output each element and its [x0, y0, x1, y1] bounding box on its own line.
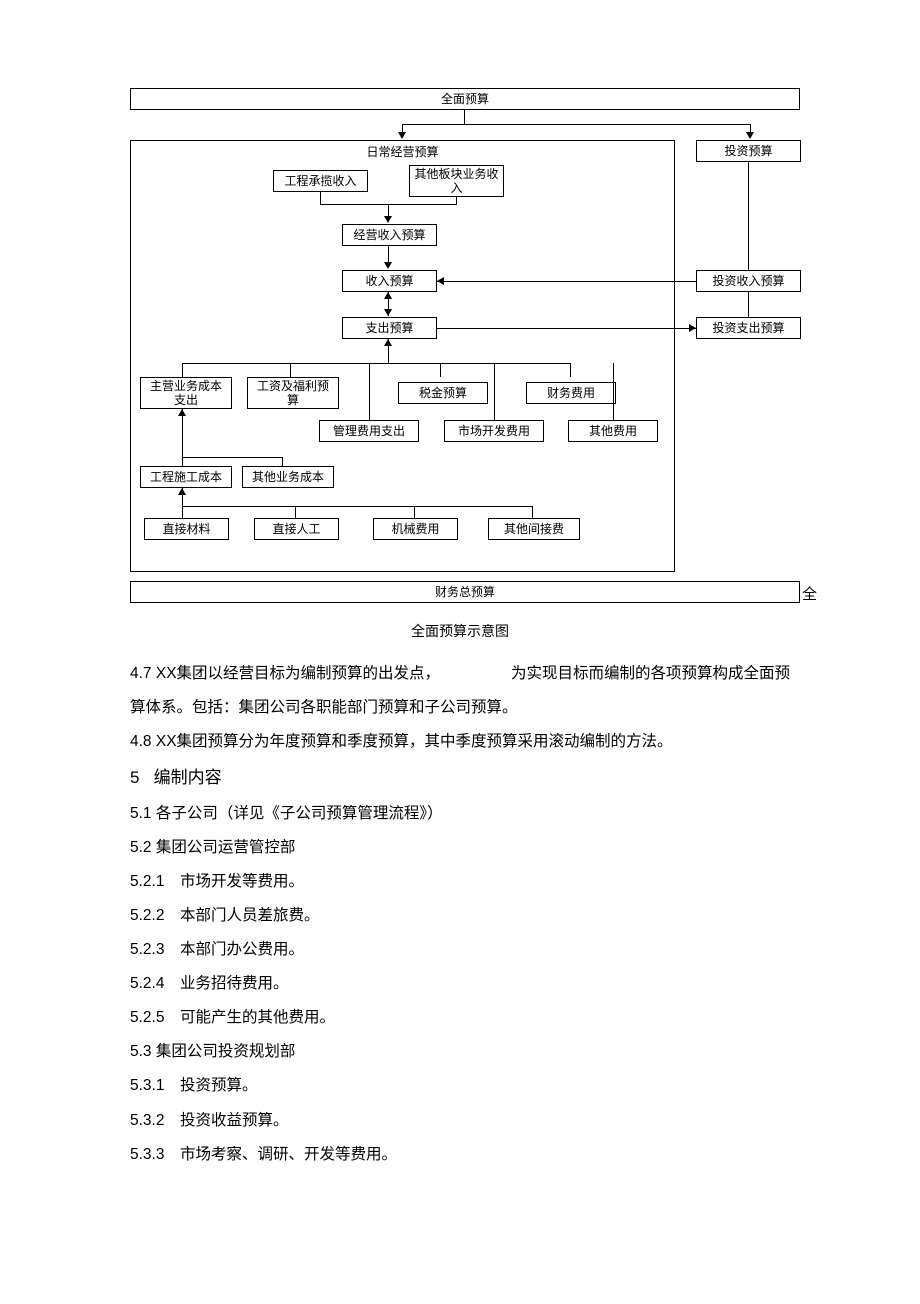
p47b: 为实现目标而编制的各项预算构成全面预: [511, 657, 790, 691]
node-tax: 税金预算: [398, 382, 488, 404]
node-other-income: 其他板块业务收入: [409, 165, 504, 197]
node-labor: 直接人工: [254, 518, 339, 540]
node-top: 全面预算: [130, 88, 800, 110]
node-proj-income: 工程承揽收入: [273, 170, 368, 192]
node-market-fee: 市场开发费用: [444, 420, 544, 442]
node-fin-total: 财务总预算: [130, 581, 800, 603]
p525: 5.2.5 可能产生的其他费用。: [130, 1001, 790, 1035]
node-oper-income: 经营收入预算: [342, 224, 437, 246]
p522: 5.2.2 本部门人员差旅费。: [130, 899, 790, 933]
node-invest-income: 投资收入预算: [696, 270, 801, 292]
p47c: 算体系。包括：集团公司各职能部门预算和子公司预算。: [130, 691, 790, 725]
p47a: 4.7 XX集团以经营目标为编制预算的出发点，: [130, 657, 440, 691]
node-mech: 机械费用: [373, 518, 458, 540]
node-salary: 工资及福利预算: [247, 377, 339, 409]
p521: 5.2.1 市场开发等费用。: [130, 865, 790, 899]
h5-txt: 编制内容: [154, 768, 222, 787]
node-income-budget: 收入预算: [342, 270, 437, 292]
body-text: 4.7 XX集团以经营目标为编制预算的出发点， 为实现目标而编制的各项预算构成全…: [130, 657, 790, 1172]
side-char: 全: [802, 583, 817, 604]
node-main-cost: 主营业务成本支出: [140, 377, 232, 409]
node-invest-expense: 投资支出预算: [696, 317, 801, 339]
h5-num: 5: [130, 768, 139, 787]
p531: 5.3.1 投资预算。: [130, 1069, 790, 1103]
p48: 4.8 XX集团预算分为年度预算和季度预算，其中季度预算采用滚动编制的方法。: [130, 725, 790, 759]
p532: 5.3.2 投资收益预算。: [130, 1104, 790, 1138]
node-other-biz-cost: 其他业务成本: [242, 466, 334, 488]
p523: 5.2.3 本部门办公费用。: [130, 933, 790, 967]
node-other-fee: 其他费用: [568, 420, 658, 442]
node-indirect: 其他间接费: [488, 518, 580, 540]
p53: 5.3 集团公司投资规划部: [130, 1035, 790, 1069]
node-proj-cost: 工程施工成本: [140, 466, 232, 488]
diagram-caption: 全面预算示意图: [130, 621, 790, 641]
node-invest: 投资预算: [696, 140, 801, 162]
budget-flowchart: 全面预算 日常经营预算 投资预算 工程承揽收入 其他板块业务收入 经营收入预算 …: [130, 88, 814, 603]
p51: 5.1 各子公司（详见《子公司预算管理流程》）: [130, 797, 790, 831]
node-fin-fee: 财务费用: [526, 382, 616, 404]
node-expense-budget: 支出预算: [342, 317, 437, 339]
node-daily-label: 日常经营预算: [130, 143, 675, 160]
p52: 5.2 集团公司运营管控部: [130, 831, 790, 865]
node-mgmt-fee: 管理费用支出: [319, 420, 419, 442]
p524: 5.2.4 业务招待费用。: [130, 967, 790, 1001]
node-mat: 直接材料: [144, 518, 229, 540]
p533: 5.3.3 市场考察、调研、开发等费用。: [130, 1138, 790, 1172]
